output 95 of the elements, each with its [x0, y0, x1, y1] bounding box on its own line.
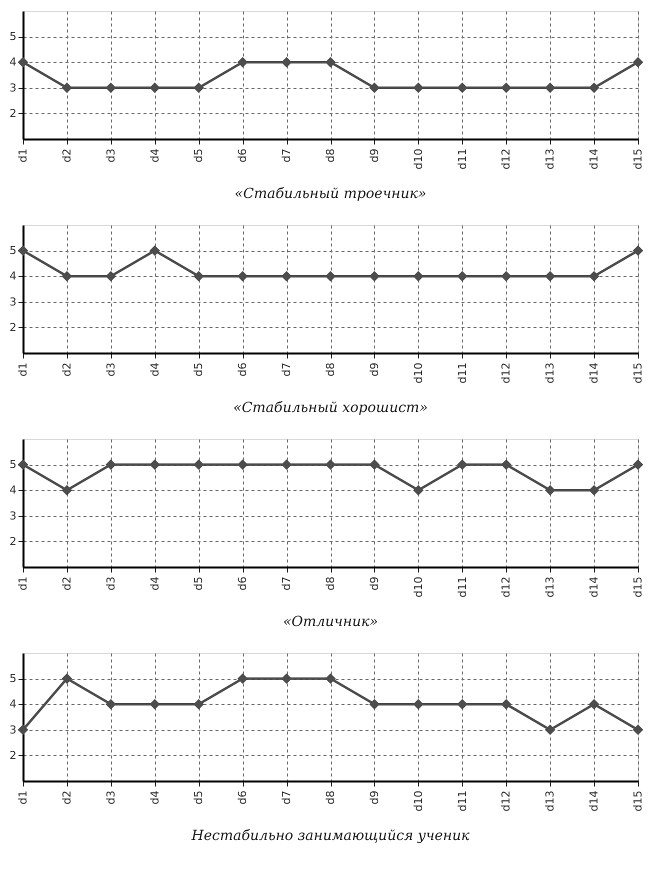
x-tick-label: d8	[324, 148, 337, 162]
x-tick-label: d15	[632, 362, 644, 384]
y-tick-label: 5	[10, 244, 16, 258]
text: «Стабильный хорошист»	[233, 400, 428, 416]
x-tick-label: d6	[236, 148, 250, 162]
x-tick-label: d10	[412, 148, 425, 170]
x-tick-label: d13	[544, 362, 557, 384]
point	[193, 698, 204, 710]
y-tick-label: 2	[10, 748, 16, 762]
x-tick-label: d14	[588, 148, 601, 170]
x-tick-label: d3	[104, 576, 118, 590]
point	[106, 698, 116, 710]
x-tick-label: d11	[456, 790, 469, 812]
x-tick-label: d14	[588, 790, 601, 812]
y-tick-label: 2	[10, 320, 16, 334]
x-tick-label: d15	[632, 790, 644, 812]
x-tick-label: d8	[324, 576, 337, 590]
y-tick-label: 5	[10, 672, 16, 686]
x-tick-label: d15	[632, 576, 644, 598]
x-tick-label: d9	[368, 790, 381, 804]
x-tick-label: d12	[500, 148, 513, 170]
x-tick-label: d2	[60, 790, 74, 804]
y-tick-label: 2	[10, 106, 16, 120]
x-tick-label: d5	[192, 576, 206, 590]
x-tick-label: d5	[192, 362, 206, 376]
point	[150, 698, 160, 710]
x-tick-label: d13	[544, 576, 557, 598]
y-tick-label: 3	[10, 295, 16, 308]
point	[457, 698, 468, 710]
x-tick-label: d7	[280, 148, 294, 162]
x-tick-label: d1	[16, 148, 30, 162]
point	[237, 673, 248, 684]
x-tick-label: d2	[60, 148, 74, 162]
x-tick-label: d7	[280, 362, 294, 376]
x-tick-label: d9	[368, 362, 381, 376]
point	[413, 698, 424, 710]
y-tick-label: 3	[10, 81, 16, 94]
y-tick-label: 5	[10, 30, 16, 44]
point	[632, 724, 644, 736]
point	[62, 673, 72, 684]
x-tick-label: d13	[544, 790, 557, 812]
x-tick-label: d9	[368, 576, 381, 590]
x-tick-label: d3	[104, 790, 118, 804]
x-tick-label: d12	[500, 362, 513, 384]
y-tick-label: 4	[10, 56, 16, 69]
x-tick-label: d11	[456, 576, 469, 598]
point	[369, 698, 380, 710]
x-tick-label: d11	[456, 362, 469, 384]
x-tick-label: d14	[588, 576, 601, 598]
x-tick-label: d6	[236, 576, 250, 590]
x-tick-label: d2	[60, 362, 74, 376]
x-tick-label: d11	[456, 148, 469, 170]
x-tick-label: d1	[16, 790, 30, 804]
x-tick-label: d1	[16, 576, 30, 590]
x-tick-label: d2	[60, 576, 74, 590]
y-tick-label: 4	[10, 698, 16, 711]
x-tick-label: d8	[324, 362, 337, 376]
x-tick-label: d4	[148, 148, 162, 162]
y-tick-label: 5	[10, 458, 16, 472]
x-tick-label: d15	[632, 148, 644, 170]
x-tick-label: d6	[236, 362, 250, 376]
x-tick-label: d10	[412, 362, 425, 384]
x-tick-label: d5	[192, 148, 206, 162]
x-tick-label: d10	[412, 576, 425, 598]
point	[544, 724, 556, 736]
x-tick-label: d4	[148, 576, 162, 590]
x-tick-label: d9	[368, 148, 381, 162]
point	[500, 698, 512, 710]
point	[325, 673, 336, 684]
x-tick-label: d3	[104, 148, 118, 162]
x-tick-label: d7	[280, 576, 294, 590]
text: Нестабильно занимающийся ученик	[190, 828, 470, 844]
x-tick-label: d14	[588, 362, 601, 384]
x-tick-label: d3	[104, 362, 118, 376]
point	[281, 673, 292, 684]
y-tick-label: 3	[10, 723, 16, 736]
y-tick-label: 2	[10, 534, 16, 548]
x-tick-label: d12	[500, 576, 513, 598]
text: «Стабильный троечник»	[234, 186, 426, 202]
x-tick-label: d13	[544, 148, 557, 170]
x-tick-label: d6	[236, 790, 250, 804]
x-tick-label: d4	[148, 790, 162, 804]
x-tick-label: d10	[412, 790, 425, 812]
x-tick-label: d5	[192, 790, 206, 804]
point	[588, 698, 600, 710]
text: «Отличник»	[282, 614, 378, 630]
y-tick-label: 4	[10, 484, 16, 497]
x-tick-label: d1	[16, 362, 30, 376]
x-tick-label: d7	[280, 790, 294, 804]
x-tick-label: d8	[324, 790, 337, 804]
x-tick-label: d4	[148, 362, 162, 376]
x-tick-label: d12	[500, 790, 513, 812]
y-tick-label: 4	[10, 270, 16, 283]
point	[18, 724, 28, 736]
y-tick-label: 3	[10, 509, 16, 522]
